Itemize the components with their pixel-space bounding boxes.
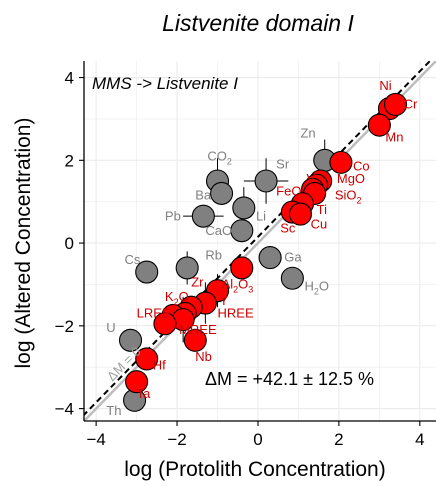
point-label: HREE xyxy=(218,306,254,321)
chart-subtitle: MMS -> Listvenite I xyxy=(92,74,238,93)
data-point-immobile xyxy=(288,202,313,226)
data-point-mobile xyxy=(135,260,159,284)
x-axis-title: log (Protolith Concentration) xyxy=(124,458,385,481)
delta-m-annotation: ΔM = +42.1 ± 12.5 % xyxy=(205,369,374,389)
point-label: Hf xyxy=(153,357,166,372)
data-point-mobile xyxy=(230,219,254,243)
point-label: Ga xyxy=(284,250,302,265)
x-tick-label: 4 xyxy=(415,430,424,449)
point-label: CaO xyxy=(205,223,232,238)
point-label: MgO xyxy=(337,171,365,186)
point-label: MREE xyxy=(179,322,217,337)
y-tick-label: 4 xyxy=(65,69,74,88)
data-points xyxy=(118,92,408,412)
chart-title: Listvenite domain I xyxy=(162,10,354,36)
data-point-immobile xyxy=(153,312,177,336)
point-label: Ba xyxy=(195,188,212,203)
point-label: Rb xyxy=(205,248,222,263)
isocon-line xyxy=(84,61,432,417)
data-point-immobile xyxy=(329,150,353,174)
x-tick-label: 2 xyxy=(334,430,343,449)
point-label: Mn xyxy=(385,130,403,145)
y-tick-label: 0 xyxy=(65,234,74,253)
point-label: FeO xyxy=(276,183,301,198)
point-label: Co xyxy=(353,159,370,174)
data-point-mobile xyxy=(210,181,234,205)
point-label: Zn xyxy=(300,126,315,141)
point-label: LREE xyxy=(137,306,171,321)
point-label: Cs xyxy=(124,252,140,267)
point-label: Cr xyxy=(404,97,418,112)
data-point-immobile xyxy=(383,92,408,116)
point-label: Y xyxy=(220,293,229,308)
axes: −4 −2 0 2 4 −4 −2 0 2 4 xyxy=(55,61,436,449)
point-label: Th xyxy=(106,403,121,418)
point-label: CO2 xyxy=(207,148,232,166)
data-point-mobile xyxy=(175,256,199,280)
point-label: U xyxy=(106,320,115,335)
point-label: K2O xyxy=(165,289,189,307)
data-point-immobile xyxy=(183,328,207,352)
data-point-immobile xyxy=(230,256,254,280)
point-label: Ta xyxy=(137,386,152,401)
data-point-immobile xyxy=(367,113,391,137)
y-tick-label: 2 xyxy=(65,151,74,170)
point-label: Ni xyxy=(379,78,391,93)
point-label: Pb xyxy=(165,208,181,223)
x-tick-label: 0 xyxy=(253,430,262,449)
point-label: Nb xyxy=(195,349,212,364)
point-label: Sr xyxy=(276,157,290,172)
point-label: Sc xyxy=(280,221,296,236)
y-axis-title: log (Altered Concentration) xyxy=(12,118,35,369)
data-point-mobile xyxy=(258,246,282,270)
point-label: Al2O3 xyxy=(222,277,254,295)
data-point-mobile xyxy=(280,266,304,290)
point-label: Ti xyxy=(317,202,327,217)
point-label: SiO2 xyxy=(335,188,362,206)
data-point-mobile xyxy=(191,204,215,228)
y-tick-label: −2 xyxy=(55,317,74,336)
point-label: H2O xyxy=(305,279,330,297)
data-point-mobile xyxy=(232,196,256,220)
data-point-mobile xyxy=(118,328,143,352)
y-tick-label: −4 xyxy=(55,400,74,419)
point-label: V xyxy=(307,171,316,186)
grid xyxy=(84,61,436,421)
data-point-immobile xyxy=(125,370,149,394)
data-point-immobile xyxy=(135,347,159,371)
x-tick-label: −4 xyxy=(86,430,105,449)
point-label: Li xyxy=(256,208,266,223)
point-label: Zr xyxy=(191,275,204,290)
data-point-mobile xyxy=(254,169,278,193)
point-label: Cu xyxy=(311,217,328,232)
x-tick-label: −2 xyxy=(167,430,186,449)
